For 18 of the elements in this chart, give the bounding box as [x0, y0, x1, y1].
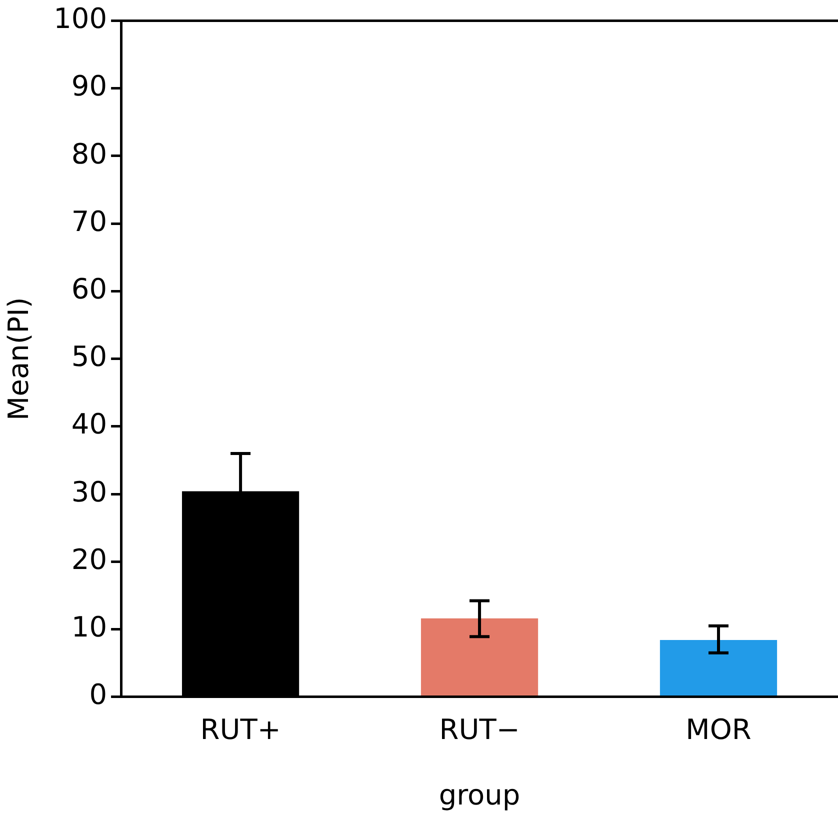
y-axis-title: Mean(PI): [2, 297, 36, 420]
x-tick-label: RUT−: [439, 712, 520, 746]
y-tick-label: 60: [71, 272, 108, 306]
y-tick-label: 70: [71, 204, 108, 238]
y-tick-label: 20: [71, 542, 108, 576]
y-tick-label: 90: [71, 70, 108, 103]
y-tick-label: 50: [71, 340, 108, 374]
y-tick-label: 0: [89, 678, 108, 712]
y-tick-label: 40: [71, 408, 108, 441]
y-tick-label: 80: [71, 137, 108, 170]
y-tick-label: 30: [71, 475, 108, 508]
y-tick-label: 100: [54, 2, 108, 36]
y-tick-label: 10: [71, 610, 108, 644]
bar: [420, 618, 538, 696]
x-tick-label: RUT+: [200, 712, 281, 746]
bar: [660, 640, 778, 696]
x-axis-title: group: [438, 778, 520, 812]
x-tick-label: MOR: [686, 712, 752, 746]
